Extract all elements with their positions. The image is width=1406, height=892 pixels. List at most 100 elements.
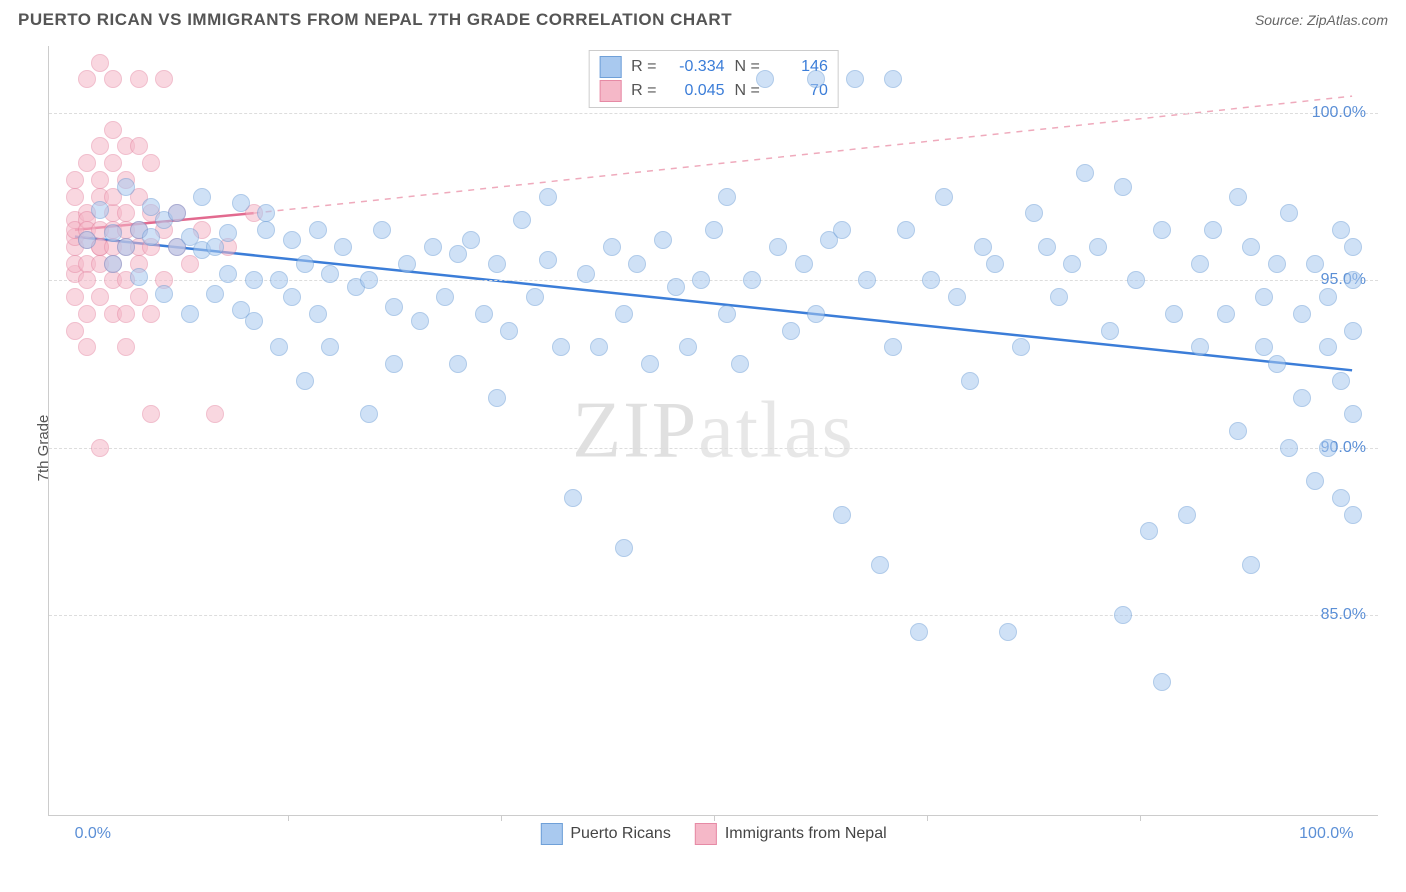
- scatter-point: [1178, 506, 1196, 524]
- scatter-point: [718, 188, 736, 206]
- scatter-point: [385, 355, 403, 373]
- r-value: -0.334: [667, 58, 725, 76]
- scatter-point: [539, 251, 557, 269]
- x-tick-mark: [1140, 815, 1141, 821]
- scatter-point: [807, 305, 825, 323]
- scatter-point: [1089, 238, 1107, 256]
- scatter-point: [424, 238, 442, 256]
- scatter-point: [66, 322, 84, 340]
- scatter-point: [321, 265, 339, 283]
- scatter-point: [155, 70, 173, 88]
- scatter-point: [104, 154, 122, 172]
- scatter-point: [193, 188, 211, 206]
- r-value: 0.045: [667, 82, 725, 100]
- scatter-point: [654, 231, 672, 249]
- scatter-point: [1114, 178, 1132, 196]
- scatter-point: [66, 171, 84, 189]
- scatter-point: [91, 201, 109, 219]
- scatter-point: [283, 231, 301, 249]
- scatter-point: [257, 221, 275, 239]
- scatter-point: [296, 255, 314, 273]
- x-tick-mark: [288, 815, 289, 821]
- scatter-point: [1140, 522, 1158, 540]
- scatter-point: [897, 221, 915, 239]
- scatter-point: [1319, 439, 1337, 457]
- scatter-point: [117, 178, 135, 196]
- scatter-point: [155, 285, 173, 303]
- scatter-point: [1127, 271, 1145, 289]
- scatter-point: [884, 70, 902, 88]
- scatter-point: [539, 188, 557, 206]
- scatter-point: [884, 338, 902, 356]
- legend-swatch: [695, 823, 717, 845]
- scatter-point: [475, 305, 493, 323]
- scatter-point: [1268, 255, 1286, 273]
- scatter-point: [935, 188, 953, 206]
- legend-label: Puerto Ricans: [570, 825, 671, 843]
- scatter-point: [411, 312, 429, 330]
- scatter-point: [270, 338, 288, 356]
- scatter-point: [1280, 439, 1298, 457]
- scatter-point: [91, 288, 109, 306]
- chart-source: Source: ZipAtlas.com: [1255, 12, 1388, 28]
- scatter-point: [130, 268, 148, 286]
- scatter-point: [206, 285, 224, 303]
- scatter-point: [1012, 338, 1030, 356]
- scatter-point: [488, 255, 506, 273]
- chart-container: 7th Grade ZIPatlas R =-0.334N =146R =0.0…: [0, 38, 1406, 858]
- scatter-point: [91, 171, 109, 189]
- x-tick-mark: [714, 815, 715, 821]
- scatter-point: [78, 271, 96, 289]
- scatter-point: [78, 154, 96, 172]
- scatter-point: [1204, 221, 1222, 239]
- scatter-point: [1332, 489, 1350, 507]
- scatter-point: [807, 70, 825, 88]
- scatter-point: [309, 305, 327, 323]
- scatter-point: [1217, 305, 1235, 323]
- r-label: R =: [631, 58, 656, 76]
- scatter-point: [552, 338, 570, 356]
- scatter-point: [769, 238, 787, 256]
- scatter-point: [168, 204, 186, 222]
- chart-header: PUERTO RICAN VS IMMIGRANTS FROM NEPAL 7T…: [0, 0, 1406, 36]
- scatter-point: [526, 288, 544, 306]
- scatter-point: [104, 70, 122, 88]
- scatter-point: [360, 405, 378, 423]
- scatter-point: [718, 305, 736, 323]
- legend-swatch: [540, 823, 562, 845]
- scatter-point: [130, 137, 148, 155]
- legend-label: Immigrants from Nepal: [725, 825, 887, 843]
- scatter-point: [78, 70, 96, 88]
- scatter-point: [1038, 238, 1056, 256]
- scatter-point: [1306, 255, 1324, 273]
- scatter-point: [948, 288, 966, 306]
- scatter-point: [398, 255, 416, 273]
- scatter-point: [833, 221, 851, 239]
- watermark-bold: ZIP: [572, 386, 698, 474]
- scatter-point: [91, 54, 109, 72]
- scatter-point: [1191, 255, 1209, 273]
- scatter-point: [117, 204, 135, 222]
- scatter-point: [1332, 372, 1350, 390]
- scatter-point: [78, 305, 96, 323]
- scatter-point: [142, 154, 160, 172]
- scatter-point: [1114, 606, 1132, 624]
- scatter-point: [1165, 305, 1183, 323]
- scatter-point: [1101, 322, 1119, 340]
- scatter-point: [1191, 338, 1209, 356]
- scatter-point: [782, 322, 800, 340]
- scatter-point: [436, 288, 454, 306]
- watermark-thin: atlas: [698, 386, 855, 474]
- scatter-point: [667, 278, 685, 296]
- scatter-point: [91, 137, 109, 155]
- scatter-point: [104, 121, 122, 139]
- scatter-point: [1229, 422, 1247, 440]
- scatter-point: [449, 355, 467, 373]
- scatter-point: [232, 194, 250, 212]
- scatter-point: [1344, 405, 1362, 423]
- scatter-point: [78, 338, 96, 356]
- scatter-point: [117, 338, 135, 356]
- n-label: N =: [735, 58, 760, 76]
- scatter-point: [910, 623, 928, 641]
- scatter-point: [142, 405, 160, 423]
